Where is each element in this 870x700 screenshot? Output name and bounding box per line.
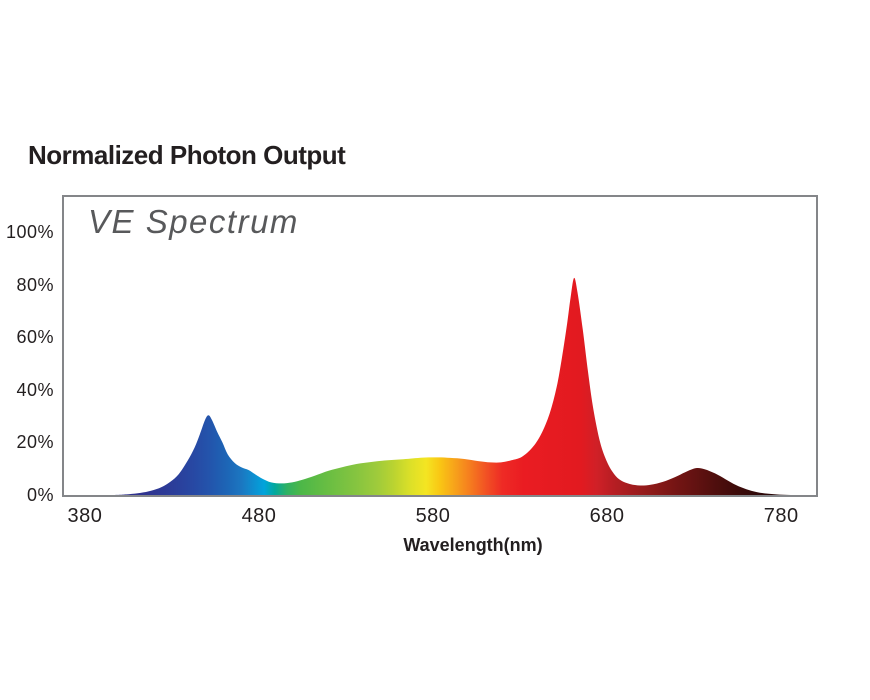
plot-area: VE Spectrum [62,195,818,497]
spectrum-area-series [64,277,816,495]
spectrum-chart [64,277,816,495]
y-tick-label: 40% [16,379,54,400]
x-tick-label: 780 [763,505,799,527]
y-tick-label: 0% [26,485,54,505]
x-axis: 380 480 580 680 780 [64,503,816,529]
x-tick-label: 480 [241,505,277,527]
y-tick-label: 80% [16,274,54,295]
y-axis: 100% 80% 60% 40% 20% 0% [0,197,54,505]
y-tick-label: 100% [5,222,54,242]
x-tick-label: 580 [415,505,451,527]
x-tick-label: 680 [589,505,625,527]
y-tick-label: 20% [16,432,54,453]
x-axis-title: Wavelength(nm) [403,535,543,555]
y-tick-label: 60% [16,327,54,348]
x-tick-label: 380 [67,505,103,527]
figure-title: Normalized Photon Output [28,140,346,170]
chart-inner-title: VE Spectrum [88,203,299,240]
